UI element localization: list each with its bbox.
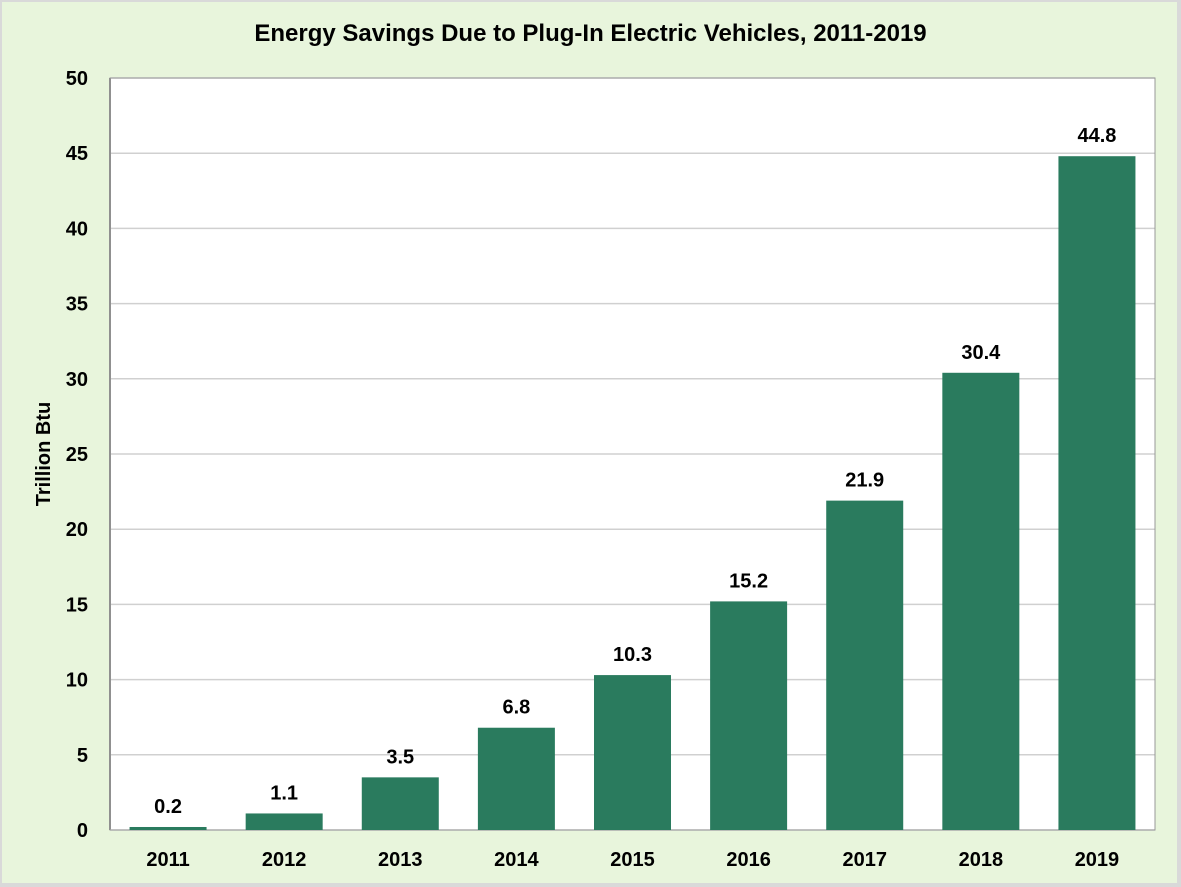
y-tick-label: 35 — [66, 294, 88, 316]
x-tick-label: 2019 — [1075, 849, 1120, 871]
bar-2016 — [710, 601, 788, 830]
y-tick-label: 0 — [77, 820, 88, 842]
x-tick-label: 2017 — [842, 849, 887, 871]
bar-2013 — [361, 777, 439, 830]
x-tick-label: 2016 — [726, 849, 771, 871]
y-tick-label: 15 — [66, 594, 88, 616]
data-label-2015: 10.3 — [613, 644, 652, 666]
bar-2014 — [477, 727, 555, 830]
data-label-2017: 21.9 — [845, 470, 884, 492]
x-tick-label: 2012 — [262, 849, 307, 871]
y-tick-label: 40 — [66, 218, 88, 240]
data-label-2013: 3.5 — [386, 746, 414, 768]
bar-2017 — [826, 500, 904, 830]
x-tick-label: 2015 — [610, 849, 655, 871]
y-tick-label: 50 — [66, 68, 88, 90]
bar-2011 — [129, 826, 207, 830]
bar-2019 — [1058, 156, 1136, 830]
data-label-2018: 30.4 — [961, 342, 1001, 364]
y-axis-label: Trillion Btu — [33, 402, 55, 506]
x-tick-label: 2013 — [378, 849, 423, 871]
data-label-2014: 6.8 — [502, 697, 530, 719]
y-tick-label: 45 — [66, 143, 88, 165]
bar-2015 — [594, 675, 671, 830]
y-tick-label: 30 — [66, 369, 88, 391]
x-tick-label: 2014 — [494, 849, 539, 871]
x-tick-label: 2011 — [146, 849, 189, 871]
data-label-2011: 0.2 — [154, 796, 182, 818]
data-label-2019: 44.8 — [1077, 125, 1116, 147]
bar-2018 — [942, 372, 1020, 830]
data-label-2016: 15.2 — [729, 570, 768, 592]
data-label-2012: 1.1 — [270, 782, 298, 804]
x-tick-label: 2018 — [959, 849, 1004, 871]
y-tick-label: 5 — [77, 745, 88, 767]
bar-2012 — [245, 813, 323, 830]
chart-title: Energy Savings Due to Plug-In Electric V… — [254, 20, 927, 47]
y-tick-label: 20 — [66, 519, 88, 541]
y-tick-label: 25 — [66, 444, 88, 466]
y-tick-label: 10 — [66, 670, 88, 692]
